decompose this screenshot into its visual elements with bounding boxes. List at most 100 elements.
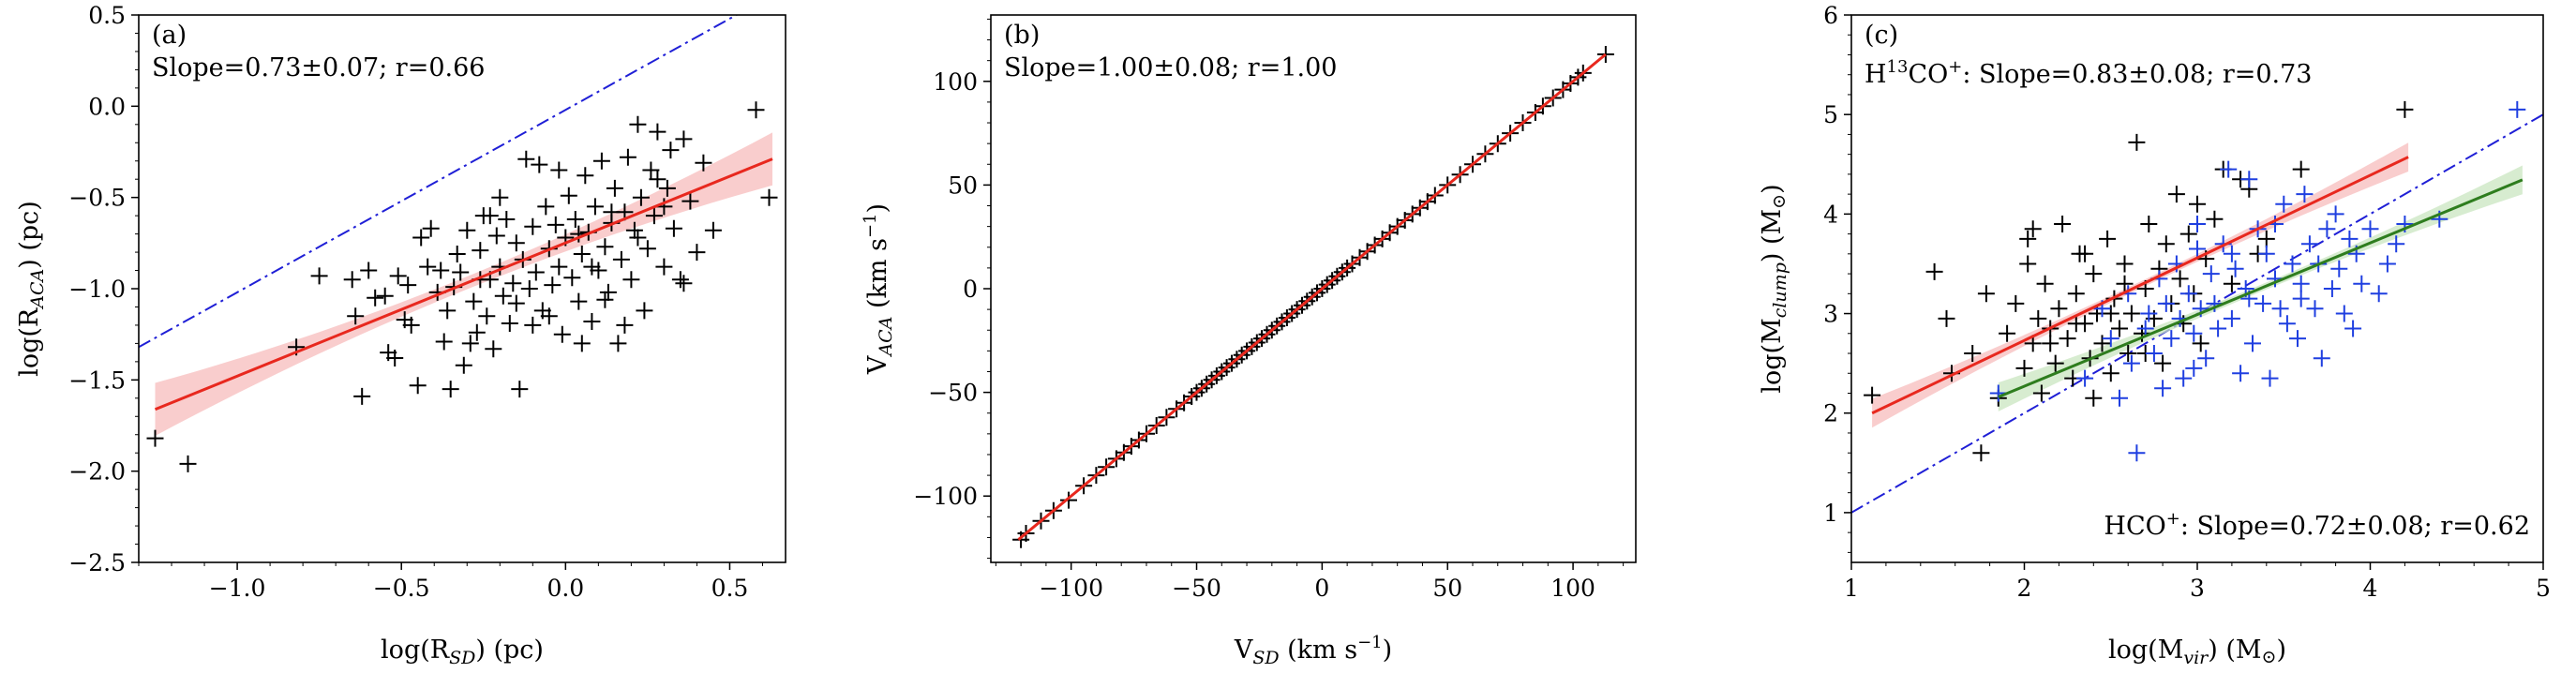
data-point — [386, 350, 404, 366]
y-tick-label: −50 — [928, 380, 978, 407]
x-tick-label: 4 — [2363, 575, 2378, 602]
x-tick-label: 1 — [1844, 575, 1859, 602]
data-point — [2029, 309, 2047, 327]
data-point — [616, 316, 634, 334]
data-point — [507, 294, 525, 312]
x-tick-label: −0.5 — [373, 575, 430, 602]
data-point — [638, 240, 656, 258]
data-point — [566, 211, 584, 228]
data-point — [2254, 294, 2272, 312]
data-point — [632, 188, 650, 206]
data-point — [606, 179, 623, 197]
data-point — [2111, 389, 2128, 407]
data-point — [2167, 186, 2185, 203]
ticks-b: −100 −50 0 50 100 −100 −50 0 50 100 — [913, 18, 1625, 602]
data-point — [2335, 305, 2353, 322]
data-point — [1964, 345, 1982, 362]
data-point — [494, 287, 512, 305]
data-point — [2140, 305, 2158, 322]
panel-b: −100 −50 0 50 100 −100 −50 0 50 100 VSD (km s−1) VA… — [861, 14, 1637, 668]
data-point — [524, 316, 542, 334]
data-point — [146, 429, 164, 447]
y-tick-label: −2.5 — [68, 549, 126, 576]
data-point — [2059, 330, 2076, 348]
data-point — [478, 307, 496, 325]
x-tick-label: −50 — [1172, 575, 1221, 602]
data-point — [442, 381, 459, 398]
data-point — [625, 221, 643, 239]
data-point — [2157, 235, 2175, 253]
data-point — [409, 377, 427, 395]
data-point — [2323, 280, 2341, 297]
series-clumps — [146, 101, 778, 472]
data-point — [524, 217, 542, 235]
data-point — [2154, 354, 2172, 372]
data-point — [2220, 160, 2238, 178]
data-point — [2185, 324, 2203, 342]
data-point — [2396, 100, 2414, 118]
data-point — [458, 221, 476, 239]
x-tick-label: 0.5 — [711, 575, 749, 602]
data-point — [2179, 285, 2197, 303]
data-point — [472, 242, 489, 260]
y-tick-label: 6 — [1823, 2, 1838, 29]
data-point — [491, 188, 509, 206]
data-point — [179, 455, 197, 472]
x-tick-label: −100 — [1039, 575, 1103, 602]
data-point — [367, 289, 384, 307]
data-point — [2093, 335, 2111, 352]
data-point — [2145, 345, 2163, 362]
y-axis-label: log(RACA) (pc) — [15, 201, 48, 377]
data-point — [2122, 354, 2140, 372]
data-point — [399, 277, 417, 294]
data-point — [498, 211, 516, 228]
data-point — [455, 356, 472, 374]
data-point — [2261, 369, 2279, 387]
fit-annotation-hco: HCO+: Slope=0.72±0.08; r=0.62 — [2104, 509, 2530, 541]
data-point — [2296, 186, 2314, 203]
data-point — [2007, 294, 2025, 312]
data-point — [389, 267, 407, 285]
y-tick-label: 0.0 — [88, 93, 126, 120]
data-point — [2019, 255, 2037, 273]
data-point — [2024, 220, 2042, 238]
data-point — [609, 335, 627, 352]
data-point — [2306, 300, 2324, 318]
data-point — [1864, 386, 1881, 404]
y-tick-label: 4 — [1823, 201, 1838, 228]
data-point — [2189, 195, 2206, 213]
data-point — [570, 292, 588, 310]
data-point — [2271, 300, 2289, 318]
data-point — [2019, 230, 2037, 247]
data-point — [665, 219, 682, 237]
plot-area-c — [1851, 100, 2543, 514]
panel-label: (c) — [1865, 21, 1898, 50]
data-point — [412, 229, 430, 247]
data-point — [586, 198, 604, 216]
data-point — [2032, 384, 2050, 402]
data-point — [2036, 275, 2054, 292]
data-point — [675, 275, 693, 292]
data-point — [2257, 230, 2275, 247]
data-point — [2209, 320, 2227, 337]
x-tick-label: 50 — [1432, 575, 1462, 602]
data-point — [649, 123, 666, 141]
data-point — [658, 179, 676, 197]
data-point — [622, 271, 640, 289]
data-point — [1972, 444, 1990, 462]
plot-area-a — [139, 15, 778, 472]
data-point — [353, 387, 371, 405]
fit-line-H13CO+ — [1871, 156, 2409, 415]
data-point — [2050, 300, 2068, 318]
data-point — [649, 171, 666, 188]
y-tick-label: 5 — [1823, 101, 1838, 128]
fit-line-0 — [154, 157, 773, 411]
data-point — [2292, 275, 2310, 292]
data-point — [2189, 216, 2206, 232]
data-point — [310, 267, 328, 285]
data-point — [2128, 133, 2146, 151]
panel-label: (a) — [152, 21, 187, 50]
data-point — [2313, 350, 2330, 367]
data-point — [461, 335, 479, 352]
data-point — [422, 219, 440, 237]
